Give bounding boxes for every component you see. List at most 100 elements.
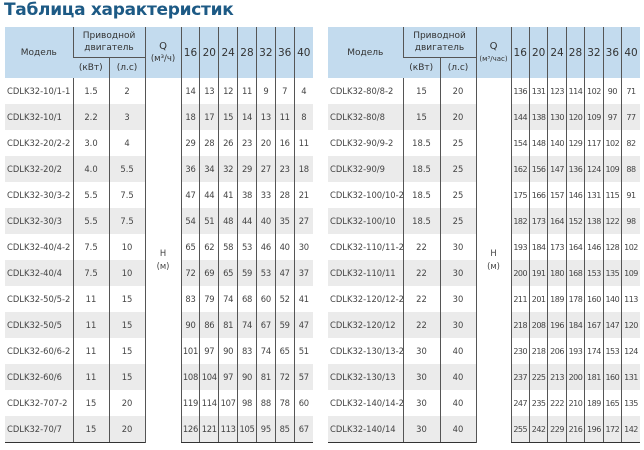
- head-value-cell: 65: [274, 338, 295, 364]
- head-value-cell: 51: [199, 208, 219, 234]
- header-hp: (л.с): [439, 57, 477, 78]
- head-value-cell: 162: [510, 156, 530, 182]
- header-flow-value: 28: [237, 27, 257, 78]
- head-value-cell: 74: [255, 338, 276, 364]
- head-value-cell: 120: [621, 312, 640, 338]
- hp-cell: 25: [439, 208, 477, 234]
- head-value-cell: 85: [274, 416, 295, 443]
- head-value-cell: 15: [218, 104, 238, 130]
- head-value-cell: 20: [255, 130, 276, 156]
- model-cell: CDLK32-140/14-2: [330, 398, 404, 408]
- head-value-cell: 77: [621, 104, 640, 130]
- header-model: Модель: [5, 27, 74, 78]
- head-value-cell: 29: [237, 156, 257, 182]
- head-value-cell: 71: [621, 78, 640, 104]
- head-value-cell: 97: [199, 338, 219, 364]
- table-row: CDLK32-80/8-2 15 20 H (м) 136 131 123 114 102 90 71: [328, 78, 640, 443]
- hp-cell: 7.5: [108, 208, 146, 234]
- head-value-cell: 90: [237, 364, 257, 390]
- kw-cell: 15: [72, 416, 110, 443]
- head-value-cell: 60: [255, 286, 276, 312]
- head-value-cell: 83: [237, 338, 257, 364]
- head-value-cell: 97: [602, 104, 622, 130]
- header-flow-value: 32: [255, 27, 276, 78]
- header-flow-value: 20: [528, 27, 548, 78]
- header-flow-value: 28: [565, 27, 585, 78]
- kw-cell: 4.0: [72, 156, 110, 182]
- head-value-cell: 72: [274, 364, 295, 390]
- model-cell: CDLK32-100/10-2: [330, 190, 404, 200]
- head-value-cell: 90: [218, 338, 238, 364]
- head-value-cell: 74: [237, 312, 257, 338]
- hp-cell: 15: [108, 338, 146, 364]
- head-value-cell: 16: [274, 130, 295, 156]
- model-cell: CDLK32-110/11-2: [330, 242, 404, 252]
- head-value-cell: 33: [255, 182, 276, 208]
- table-row: CDLK32-30/3-2 5.5 7.5 47 44 41 38 33 28 21: [5, 182, 313, 208]
- head-value-cell: 81: [255, 364, 276, 390]
- table-row: CDLK32-40/4 7.5 10 72 69 65 59 53 47 37: [5, 260, 313, 286]
- head-value-cell: 196: [547, 312, 567, 338]
- head-value-cell: 182: [510, 208, 530, 234]
- hp-cell: 25: [439, 182, 477, 208]
- kw-cell: 11: [72, 286, 110, 312]
- head-value-cell: 172: [602, 416, 622, 443]
- model-cell: CDLK32-60/6-2: [7, 346, 71, 356]
- model-cell: CDLK32-90/9: [328, 156, 403, 182]
- head-value-cell: 114: [199, 390, 219, 416]
- head-value-cell: 41: [218, 182, 238, 208]
- kw-cell: 3.0: [72, 130, 110, 156]
- hp-cell: 20: [108, 416, 146, 443]
- head-value-cell: 37: [293, 260, 313, 286]
- head-value-cell: 13: [255, 104, 276, 130]
- table-row: CDLK32-50/5 11 15 90 86 81 74 67 59 47: [5, 312, 313, 338]
- head-value-cell: 153: [602, 338, 622, 364]
- head-value-cell: 200: [510, 260, 530, 286]
- head-value-cell: 29: [180, 130, 200, 156]
- head-value-cell: 121: [199, 416, 219, 443]
- head-value-cell: 51: [293, 338, 313, 364]
- head-value-cell: 107: [218, 390, 238, 416]
- head-value-cell: 128: [602, 234, 622, 260]
- header-flow-value: 36: [602, 27, 622, 78]
- head-value-cell: 135: [602, 260, 622, 286]
- head-value-cell: 108: [180, 364, 200, 390]
- hp-cell: 10: [108, 234, 146, 260]
- table-row: CDLK32-80/8 15 20 144 138 130 120 109 97 77: [328, 104, 640, 130]
- head-value-cell: 88: [255, 390, 276, 416]
- head-label: H: [490, 248, 497, 259]
- head-value-cell: 74: [218, 286, 238, 312]
- head-value-cell: 225: [528, 364, 548, 390]
- hp-cell: 5.5: [108, 156, 146, 182]
- head-value-cell: 69: [199, 260, 219, 286]
- kw-cell: 30: [402, 416, 440, 443]
- hp-cell: 25: [439, 156, 477, 182]
- head-value-cell: 7: [274, 78, 295, 104]
- head-value-cell: 90: [602, 78, 622, 104]
- hp-cell: 15: [108, 312, 146, 338]
- header-q: Q: [159, 40, 167, 52]
- head-value-cell: 54: [180, 208, 200, 234]
- head-value-cell: 140: [602, 286, 622, 312]
- head-value-cell: 229: [547, 416, 567, 443]
- head-value-cell: 124: [621, 338, 640, 364]
- table-row: CDLK32-120/12 22 30 218 208 196 184 167 147 120: [328, 312, 640, 338]
- head-value-cell: 189: [584, 390, 604, 416]
- model-cell: CDLK32-140/14: [328, 416, 403, 443]
- kw-cell: 18.5: [402, 130, 440, 156]
- head-value-cell: 14: [180, 78, 200, 104]
- kw-cell: 22: [402, 286, 440, 312]
- head-value-cell: 97: [218, 364, 238, 390]
- head-value-cell: 88: [621, 156, 640, 182]
- hp-cell: 20: [439, 78, 477, 104]
- head-value-cell: 65: [180, 234, 200, 260]
- head-value-cell: 83: [180, 286, 200, 312]
- model-cell: CDLK32-70/7: [5, 416, 74, 443]
- head-value-cell: 206: [547, 338, 567, 364]
- head-value-cell: 44: [199, 182, 219, 208]
- kw-cell: 11: [72, 364, 110, 390]
- head-value-cell: 98: [237, 390, 257, 416]
- head-value-cell: 67: [293, 416, 313, 443]
- head-value-cell: 129: [565, 130, 585, 156]
- head-value-cell: 12: [218, 78, 238, 104]
